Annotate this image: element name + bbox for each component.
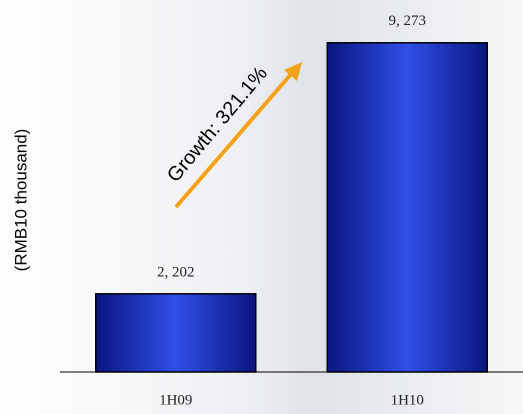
bar xyxy=(326,42,488,373)
value-label: 2, 202 xyxy=(157,264,195,280)
value-label: 9, 273 xyxy=(389,13,427,29)
bar xyxy=(95,293,257,373)
y-axis-label: (RMB10 thousand) xyxy=(11,129,30,272)
arrow-head xyxy=(284,62,302,81)
x-tick-label: 1H09 xyxy=(159,392,192,408)
growth-arrow xyxy=(174,71,294,209)
x-tick-label: 1H10 xyxy=(391,392,424,408)
